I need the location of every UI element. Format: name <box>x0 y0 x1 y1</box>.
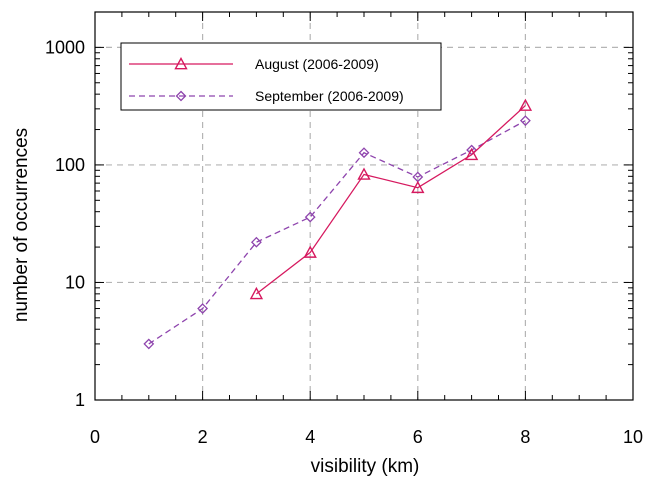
data-point <box>518 98 533 111</box>
x-tick-label: 0 <box>90 427 100 447</box>
x-tick-label: 6 <box>413 427 423 447</box>
series-line <box>148 120 526 345</box>
series-triangle <box>249 98 533 300</box>
data-point <box>250 236 262 248</box>
legend-box <box>120 42 442 111</box>
x-tick-label: 4 <box>305 427 315 447</box>
data-point <box>358 147 370 159</box>
data-point <box>143 338 155 350</box>
series-layer <box>143 98 533 350</box>
legend-label: September (2006-2009) <box>255 88 404 104</box>
legend-label: August (2006-2009) <box>255 56 379 72</box>
tick-labels: 0 2 4 6 8 10 1 10 100 1000 <box>45 37 643 447</box>
x-tick-label: 10 <box>623 427 643 447</box>
x-axis-title: visibility (km) <box>311 456 420 477</box>
data-point <box>249 286 264 300</box>
series-diamond <box>143 115 531 350</box>
data-point <box>464 147 479 161</box>
ticks <box>94 11 634 401</box>
y-tick-label: 1000 <box>45 37 85 57</box>
y-tick-label: 10 <box>65 272 85 292</box>
data-point <box>197 303 209 314</box>
data-point <box>303 245 317 258</box>
data-point <box>519 115 531 127</box>
legend-marker <box>175 90 187 102</box>
series-line <box>256 105 526 295</box>
data-point <box>357 167 371 180</box>
y-tick-label: 100 <box>55 155 85 175</box>
x-tick-label: 2 <box>198 427 208 447</box>
y-tick-label: 1 <box>75 390 85 410</box>
y-axis-title: number of occurrences <box>11 128 32 322</box>
legend-marker <box>174 57 188 70</box>
data-point <box>411 180 425 194</box>
legend: August (2006-2009) September (2006-2009) <box>120 42 442 111</box>
x-tick-label: 8 <box>520 427 530 447</box>
data-point <box>304 211 316 223</box>
